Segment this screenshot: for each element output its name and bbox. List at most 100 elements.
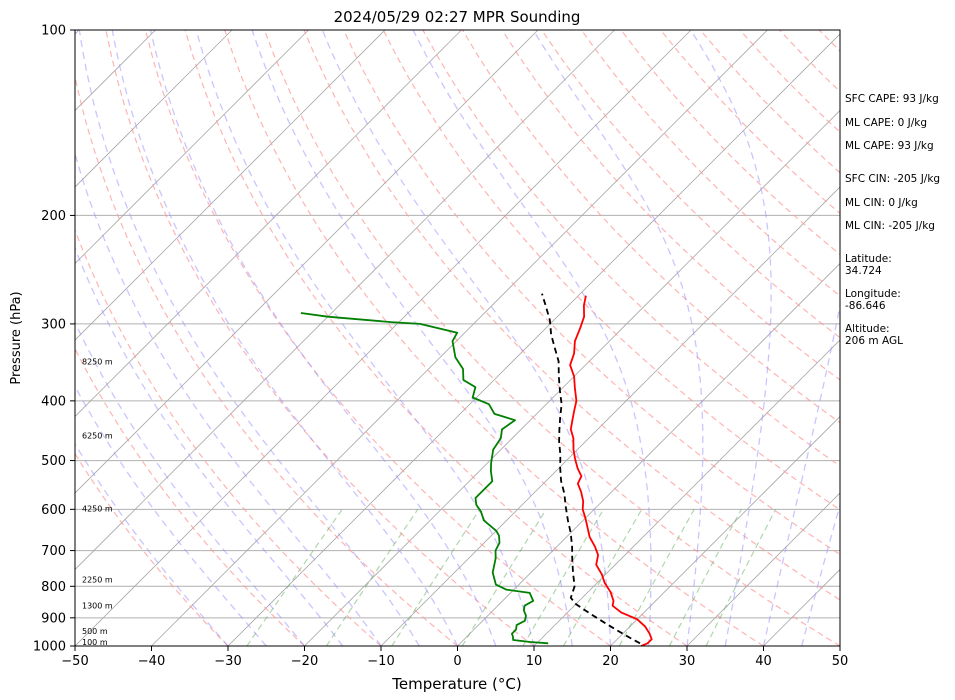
x-tick-label: −10 <box>367 654 394 669</box>
mixing-ratio-line <box>705 509 777 646</box>
longitude-label: Longitude: <box>845 288 901 300</box>
dry-adiabat-line <box>75 228 382 646</box>
height-label: 4250 m <box>82 504 113 513</box>
mixing-ratio-line <box>668 509 742 646</box>
moist-adiabat-line <box>321 30 612 646</box>
ml-cin-text: ML CIN: 0 J/kg <box>845 197 918 209</box>
height-label: 100 m <box>82 638 108 647</box>
sfc-cin-text: SFC CIN: -205 J/kg <box>845 173 940 185</box>
isotherm-line <box>75 30 615 571</box>
x-tick-label: 50 <box>832 654 849 669</box>
mixing-ratio-line <box>461 508 547 646</box>
isotherm-line <box>151 30 768 646</box>
isotherm-line <box>75 30 386 341</box>
chart-title: 2024/05/29 02:27 MPR Sounding <box>334 8 581 26</box>
dry-adiabat-line <box>580 30 840 297</box>
altitude-label: Altitude: <box>845 323 890 335</box>
dry-adiabat-line <box>75 74 458 646</box>
dry-adiabat-line <box>422 30 840 467</box>
dry-adiabat-line <box>184 30 688 646</box>
temperature-line <box>569 295 653 646</box>
dewpoint-line <box>300 312 549 645</box>
x-axis-label: Temperature (°C) <box>391 675 521 693</box>
x-tick-label: 30 <box>679 654 696 669</box>
longitude-value: -86.646 <box>845 300 886 312</box>
ml-cape-text: ML CAPE: 0 J/kg <box>845 117 927 129</box>
latitude-label: Latitude: <box>845 253 892 265</box>
x-tick-label: −50 <box>61 654 88 669</box>
mixing-ratio-line <box>325 508 419 646</box>
y-tick-label: 500 <box>41 454 66 469</box>
x-tick-label: 40 <box>755 654 772 669</box>
moist-adiabat-line <box>75 442 229 646</box>
y-tick-label: 700 <box>41 544 66 559</box>
moist-adiabat-line <box>75 151 382 646</box>
dry-adiabat-line <box>144 30 611 646</box>
isotherm-line <box>227 33 840 646</box>
isotherm-line <box>75 30 692 646</box>
sfc-cape-text: SFC CAPE: 93 J/kg <box>845 93 939 105</box>
isotherm-line <box>304 109 840 646</box>
y-tick-label: 300 <box>41 317 66 332</box>
altitude-value: 206 m AGL <box>845 335 903 347</box>
isotherm-line <box>610 415 840 646</box>
mixing-ratio-line <box>246 508 343 646</box>
x-tick-label: −40 <box>138 654 165 669</box>
moist-adiabat-line <box>78 30 420 646</box>
mixing-ratio-line <box>562 508 643 646</box>
dry-adiabat-line <box>224 30 764 646</box>
height-label: 2250 m <box>82 576 113 585</box>
side-panel: SFC CAPE: 93 J/kg ML CAPE: 0 J/kg ML CAP… <box>845 93 940 347</box>
height-label: 6250 m <box>82 431 113 440</box>
dry-adiabat-line <box>303 30 840 601</box>
isotherm-line <box>75 30 539 494</box>
ml-cin-text-2: ML CIN: -205 J/kg <box>845 220 935 232</box>
isotherm-line <box>75 30 309 265</box>
moist-adiabat-line <box>412 30 652 646</box>
parcel-path-line <box>541 293 641 645</box>
moist-adiabat-line <box>195 30 535 646</box>
y-tick-label: 200 <box>41 209 66 224</box>
dry-adiabat-line <box>382 30 840 511</box>
y-tick-label: 400 <box>41 394 66 409</box>
moist-adiabat-line <box>75 246 344 646</box>
dry-adiabat-line <box>263 30 840 646</box>
isotherm-line <box>75 30 462 418</box>
x-tick-label: 10 <box>526 654 543 669</box>
x-tick-label: 20 <box>602 654 619 669</box>
dry-adiabat-line <box>343 30 840 556</box>
moist-adiabat-line <box>532 30 704 646</box>
mixing-ratio-line <box>522 508 605 646</box>
x-tick-label: −20 <box>291 654 318 669</box>
dry-adiabat-line <box>75 452 229 646</box>
moist-adiabat-line <box>251 30 573 646</box>
isotherm-line <box>0 30 3 646</box>
y-tick-label: 100 <box>41 24 66 39</box>
moist-adiabat-line <box>75 320 305 646</box>
ml-cape-text-2: ML CAPE: 93 J/kg <box>845 140 934 152</box>
y-tick-label: 800 <box>41 580 66 595</box>
moist-adiabat-line <box>690 30 772 646</box>
y-tick-label: 900 <box>41 611 66 626</box>
y-tick-label: 600 <box>41 503 66 518</box>
isotherm-line <box>457 262 840 646</box>
moist-adiabat-line <box>149 30 497 646</box>
latitude-value: 34.724 <box>845 265 882 277</box>
y-tick-label: 1000 <box>33 640 66 655</box>
x-tick-label: 0 <box>453 654 461 669</box>
moist-adiabat-line <box>111 30 459 646</box>
mixing-ratio-line <box>391 508 481 646</box>
dry-adiabat-line <box>105 30 535 646</box>
isotherm-line <box>75 30 233 188</box>
isotherm-line <box>380 186 840 646</box>
moist-adiabat-line <box>75 385 267 646</box>
height-label: 1300 m <box>82 602 113 611</box>
isotherm-line <box>533 339 840 646</box>
isotherm-line <box>686 492 840 646</box>
height-label: 8250 m <box>82 357 113 366</box>
y-axis-label: Pressure (hPa) <box>9 291 24 384</box>
dry-adiabat-line <box>75 347 305 646</box>
plot-frame <box>74 29 841 647</box>
mixing-ratio-line <box>618 509 695 646</box>
